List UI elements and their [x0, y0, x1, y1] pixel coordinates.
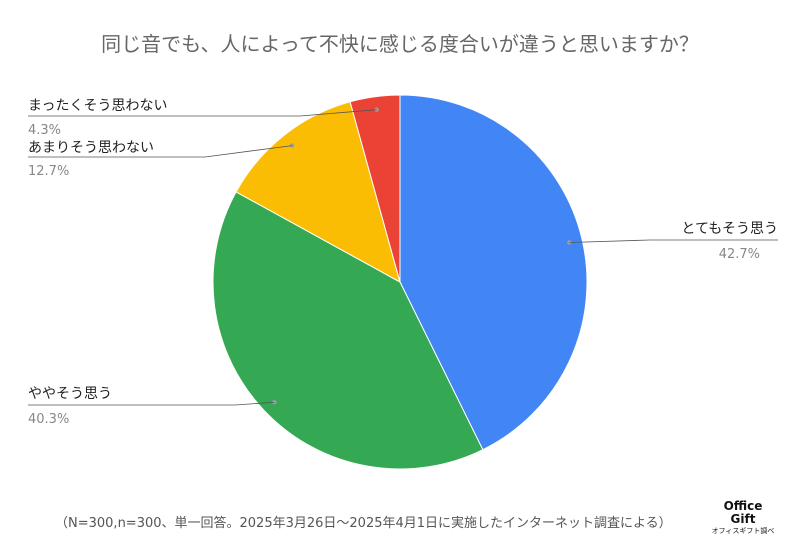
leader-line-2 — [28, 145, 293, 158]
leader-line-0 — [569, 239, 778, 243]
logo-line-2: Gift — [730, 512, 756, 526]
chart-title: 同じ音でも、人によって不快に感じる度合いが違うと思いますか？ — [101, 32, 699, 56]
slice-percent-3: 4.3% — [28, 123, 61, 138]
pie-slice-3 — [349, 94, 401, 283]
slice-percent-2: 12.7% — [28, 164, 69, 179]
slice-label-3: まったくそう思わない — [28, 98, 167, 114]
slice-label-0: とてもそう思う — [681, 221, 778, 237]
pie-slice-2 — [235, 101, 401, 284]
slice-label-2: あまりそう思わない — [28, 140, 154, 156]
office-gift-logo: Office Gift オフィスギフト調べ — [708, 500, 778, 536]
logo-line-1: Office — [723, 499, 763, 513]
slice-percent-0: 42.7% — [719, 247, 760, 262]
survey-footnote: （N=300,n=300、単一回答。2025年3月26日～2025年4月1日に実… — [55, 516, 672, 531]
pie-slice-0 — [399, 94, 588, 451]
slice-label-1: ややそう思う — [28, 386, 112, 402]
slice-percent-1: 40.3% — [28, 412, 69, 427]
leader-line-3 — [28, 109, 377, 117]
pie-slice-1 — [212, 191, 484, 470]
leader-line-1 — [28, 401, 275, 406]
logo-line-3: オフィスギフト調べ — [711, 527, 775, 535]
